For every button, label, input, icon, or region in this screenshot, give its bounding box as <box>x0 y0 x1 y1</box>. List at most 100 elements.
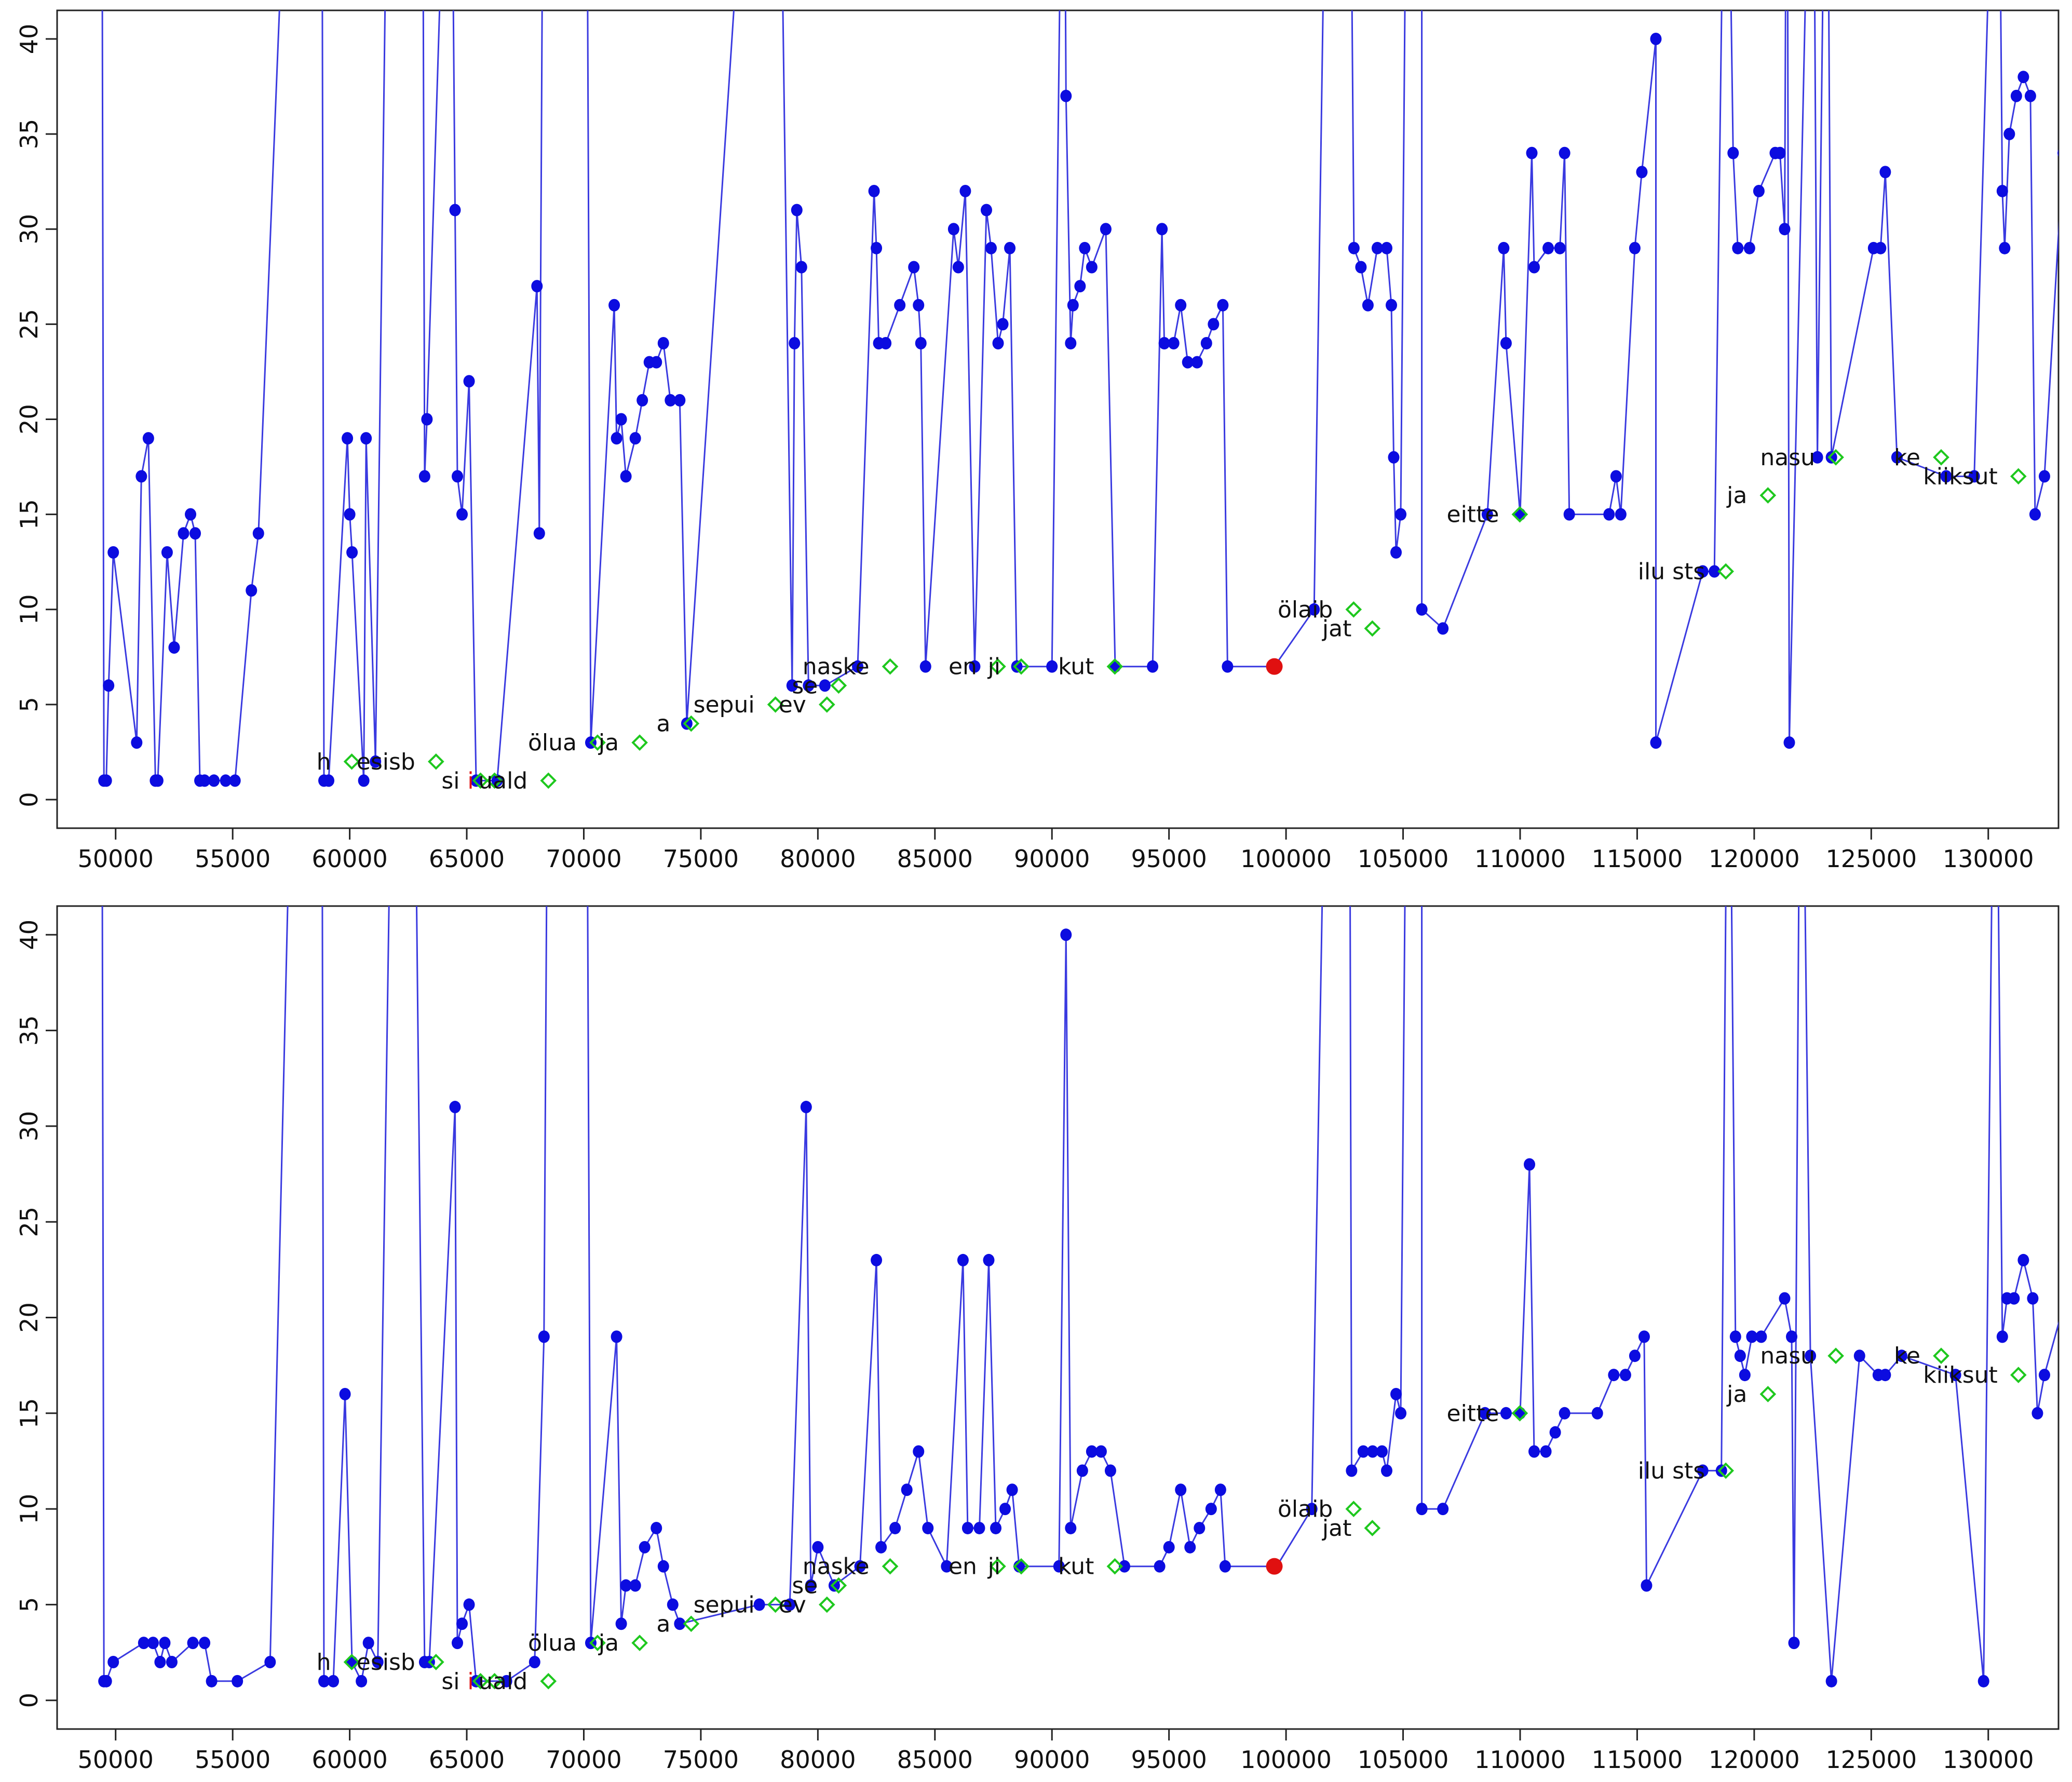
data-point <box>997 318 1009 331</box>
data-point <box>1065 1521 1077 1534</box>
data-point <box>533 527 545 540</box>
data-point <box>362 1637 374 1650</box>
annotation-label: ji <box>987 1554 1000 1580</box>
annotation-marker <box>1759 487 1777 504</box>
annotation-label: ilu sts <box>1638 1457 1705 1484</box>
data-point <box>2057 149 2059 157</box>
data-point <box>901 1483 913 1496</box>
data-point <box>2027 1292 2039 1305</box>
annotation-marker <box>472 772 489 789</box>
data-point <box>107 546 119 559</box>
annotation-marker <box>472 1673 489 1690</box>
data-point <box>1729 1330 1741 1343</box>
y-tick-label: 30 <box>15 214 43 245</box>
data-point <box>1366 1445 1378 1458</box>
data-point <box>1825 1675 1837 1688</box>
data-point <box>1006 1483 1018 1496</box>
data-point <box>1348 241 1360 254</box>
annotation-marker <box>2010 1367 2027 1383</box>
annotation-marker <box>683 1615 700 1632</box>
data-point <box>952 261 964 274</box>
y-tick-label: 5 <box>15 697 43 712</box>
series-line <box>101 906 2059 1684</box>
data-point <box>871 1253 883 1266</box>
data-point <box>1610 470 1622 483</box>
data-point <box>620 1579 632 1592</box>
data-point <box>491 774 503 787</box>
data-point <box>2008 1292 2020 1305</box>
data-point <box>2038 470 2050 483</box>
x-tick-label: 90000 <box>1014 1746 1090 1774</box>
data-point <box>206 1675 218 1688</box>
annotation-label: kiiksut <box>1923 463 1997 490</box>
data-point <box>651 1521 662 1534</box>
data-point <box>1638 1330 1650 1343</box>
data-point <box>992 336 1004 349</box>
data-point <box>969 660 981 673</box>
data-point <box>1968 470 1980 483</box>
data-point <box>854 1560 866 1573</box>
data-point <box>1011 660 1023 673</box>
annotation-label: kut <box>1058 1554 1094 1580</box>
annotation-label: eitte <box>1447 502 1499 528</box>
y-tick-label: 40 <box>15 24 43 55</box>
data-point <box>220 774 232 787</box>
y-tick-label: 35 <box>15 1015 43 1046</box>
annotation-marker <box>631 1635 648 1651</box>
data-point <box>1217 299 1229 312</box>
data-point <box>1895 1349 1907 1362</box>
data-point <box>1086 1445 1098 1458</box>
data-point <box>1388 451 1400 464</box>
plot-frame <box>56 905 2060 1730</box>
data-point <box>1697 565 1709 578</box>
y-tick-label: 0 <box>15 1693 43 1708</box>
annotation-marker <box>1345 1501 1362 1517</box>
x-tick-label: 60000 <box>312 1746 387 1774</box>
data-point <box>1060 89 1072 102</box>
data-point <box>611 1330 622 1343</box>
data-point <box>990 1521 1002 1534</box>
x-tick-label: 120000 <box>1709 1746 1800 1774</box>
data-point <box>452 1637 463 1650</box>
annotation-label: kut <box>1058 654 1094 680</box>
data-point <box>1999 241 2011 254</box>
x-tick-label: 100000 <box>1240 845 1332 873</box>
data-point <box>1559 146 1570 159</box>
data-point <box>973 1521 985 1534</box>
x-tick-label: 80000 <box>780 845 856 873</box>
data-point <box>356 1675 368 1688</box>
data-point <box>1060 928 1072 941</box>
y-tick-label: 25 <box>15 309 43 340</box>
data-point <box>1386 299 1397 312</box>
data-point <box>421 413 433 426</box>
annotation-label: uald <box>478 1668 527 1695</box>
data-point <box>2065 90 2072 102</box>
data-point <box>1053 1560 1065 1573</box>
annotation-marker <box>818 696 835 713</box>
annotation-label: jat <box>1322 615 1351 642</box>
data-point <box>463 375 475 388</box>
data-point <box>1805 1349 1817 1362</box>
data-point <box>2069 52 2072 64</box>
annotation-label: h <box>317 749 331 775</box>
data-point <box>1709 565 1721 578</box>
data-point <box>1853 1349 1865 1362</box>
data-point <box>1380 241 1392 254</box>
data-point <box>2038 1369 2050 1382</box>
data-point <box>947 223 959 236</box>
data-point <box>1154 1560 1166 1573</box>
y-tick-label: 40 <box>15 920 43 950</box>
data-point <box>1753 184 1765 197</box>
x-tick-label: 95000 <box>1131 1746 1207 1774</box>
data-point <box>1380 1464 1392 1477</box>
data-point <box>1774 146 1786 159</box>
data-point <box>1619 1369 1631 1382</box>
data-point <box>819 679 831 692</box>
annotation-marker <box>767 1596 784 1613</box>
x-tick-label: 110000 <box>1474 845 1566 873</box>
data-point <box>1811 451 1823 464</box>
data-point <box>922 1521 934 1534</box>
data-point <box>651 356 662 369</box>
data-point <box>103 679 115 692</box>
